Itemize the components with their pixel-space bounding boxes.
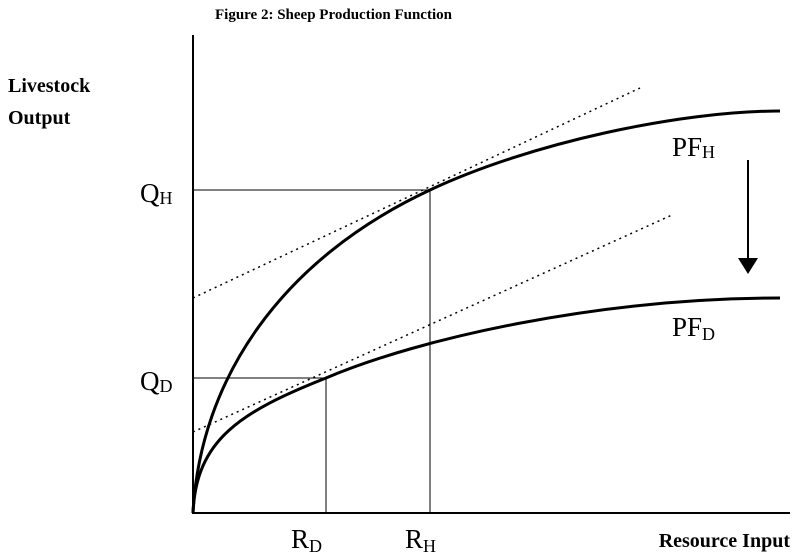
curve-high [191,109,781,514]
tangent-low [192,214,673,433]
label-main: R [291,524,309,554]
x-axis-label: Resource Input [659,530,791,552]
arrow-head [738,258,758,274]
label-sub: D [702,324,715,344]
label-main: Q [140,366,160,396]
curve-low [191,296,781,514]
label-sub: D [309,536,322,556]
y-axis-label: Output [8,107,71,129]
guide-high [193,189,431,513]
label-main: PF [672,312,702,342]
label-main: R [405,524,423,554]
label-sub: D [160,376,173,396]
guide-low [193,377,327,513]
label-sub: H [160,188,173,208]
label-pf-high: PFH [672,132,715,162]
label-sub: H [702,142,715,162]
label-sub: H [423,536,436,556]
y-axis-label: Livestock [8,75,91,97]
label-r-low: RD [291,524,322,556]
tangent-high [192,87,641,299]
title: Figure 2: Sheep Production Function [215,7,453,23]
label-q-low: QD [140,366,173,396]
label-r-high: RH [405,524,436,556]
label-main: PF [672,132,702,162]
label-main: Q [140,178,160,208]
label-q-high: QH [140,178,173,208]
label-pf-low: PFD [672,312,715,344]
